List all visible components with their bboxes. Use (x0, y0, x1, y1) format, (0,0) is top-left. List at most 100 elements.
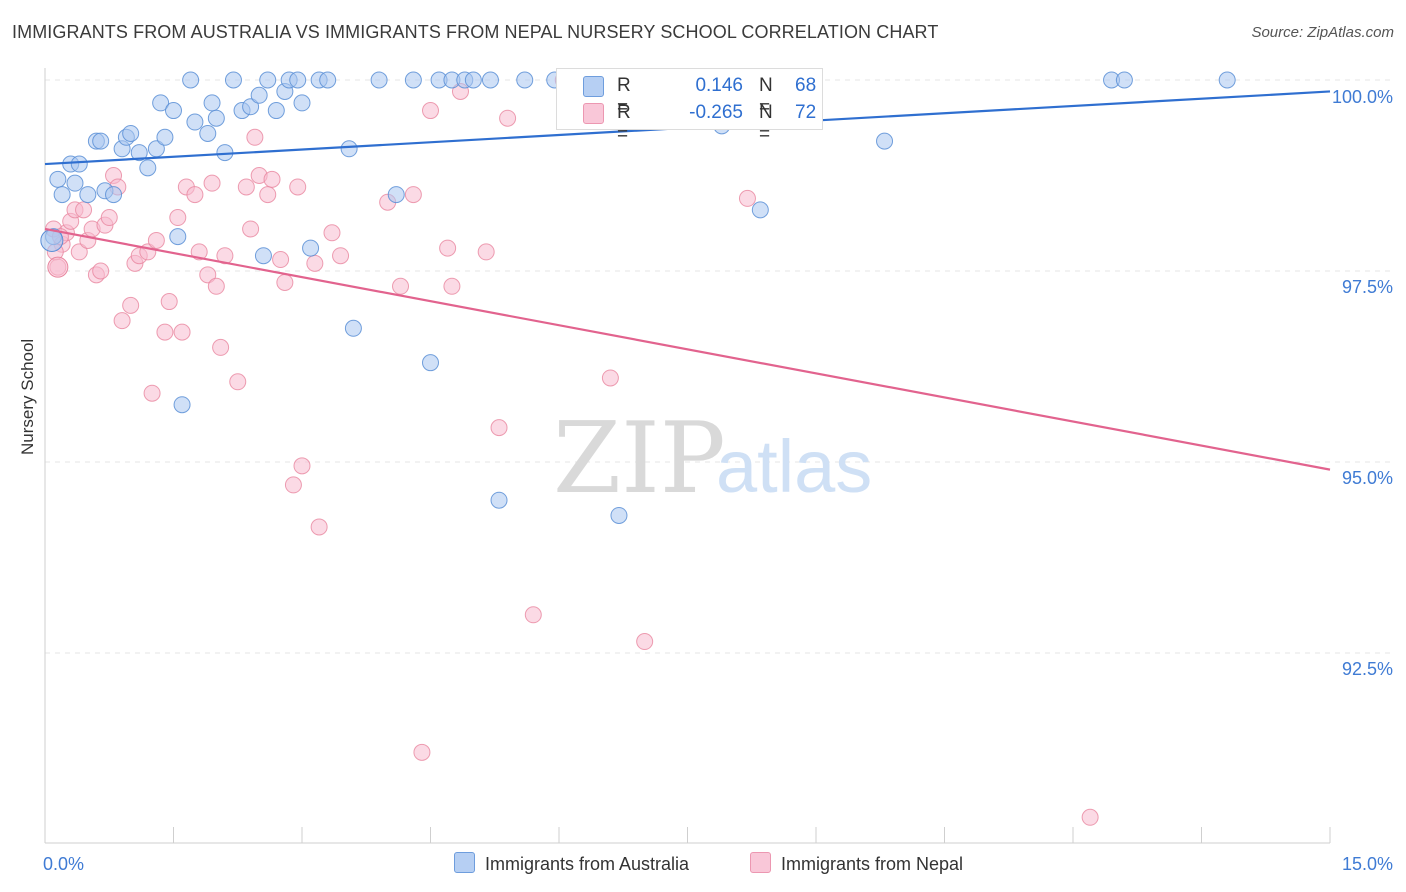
nepal-point (601, 369, 619, 387)
nepal-point (443, 277, 461, 295)
source-label: Source: ZipAtlas.com (1251, 24, 1394, 41)
nepal-point (263, 170, 281, 188)
x-tick-label: 15.0% (1342, 854, 1393, 874)
nepal-point (477, 243, 495, 261)
r-value: 0.146 (695, 75, 743, 96)
n-label: N = (759, 75, 773, 118)
nepal-point (404, 186, 422, 204)
australia-point (340, 140, 358, 158)
nepal-point (272, 251, 290, 269)
nepal-point (422, 102, 439, 120)
nepal-point (289, 178, 307, 196)
nepal-point (323, 224, 341, 242)
australia-point (92, 132, 110, 150)
australia-point (370, 71, 388, 89)
australia-point (1115, 71, 1133, 89)
r-value: -0.265 (689, 102, 743, 123)
nepal-point (524, 606, 542, 624)
australia-point (224, 71, 242, 89)
nepal-point (1081, 808, 1099, 826)
nepal-point (186, 186, 204, 204)
nepal-point (203, 174, 221, 192)
nepal-swatch (583, 103, 604, 124)
axes (44, 68, 1331, 844)
y-tick-label: 95.0% (1342, 468, 1393, 488)
australia-point (319, 71, 337, 89)
australia-point (464, 71, 482, 89)
nepal-point (147, 231, 165, 249)
x-tick-label: 0.0% (43, 854, 84, 874)
y-tick-label: 97.5% (1342, 277, 1393, 297)
australia-point (259, 71, 277, 89)
nepal-point (160, 293, 178, 311)
nepal-point (212, 338, 230, 356)
stats-legend: R = 0.146 N = 68 R = -0.265 N = 72 (556, 68, 823, 145)
australia-point (182, 71, 200, 89)
australia-point (173, 396, 191, 414)
nepal-point (190, 243, 208, 261)
australia-point (152, 94, 170, 112)
australia-point (122, 124, 140, 142)
australia-point (186, 113, 204, 131)
nepal-point (169, 209, 187, 227)
nepal-point (70, 243, 88, 261)
australia-point (289, 71, 307, 89)
australia-point (156, 128, 174, 146)
nepal-point (229, 373, 247, 391)
australia-legend-label: Immigrants from Australia (485, 854, 690, 874)
r-label: R = (617, 75, 631, 118)
australia-point (250, 86, 268, 104)
nepal-point (143, 384, 161, 402)
nepal-point (332, 247, 350, 265)
nepal-point (490, 419, 508, 437)
australia-point (199, 124, 217, 142)
australia-point (481, 71, 499, 89)
legend-item-australia: Immigrants from Australia (454, 852, 689, 875)
nepal-point (276, 273, 294, 291)
tick-labels: 100.0% 97.5% 95.0% 92.5% 0.0% 15.0% (43, 87, 1393, 874)
australia-point (267, 102, 285, 120)
australia-point (105, 186, 123, 204)
nepal-point (100, 209, 118, 227)
nepal-point (242, 220, 260, 238)
australia-point (70, 155, 88, 173)
y-tick-label: 100.0% (1332, 87, 1393, 107)
nepal-point (284, 476, 302, 494)
nepal-legend-label: Immigrants from Nepal (781, 854, 964, 874)
australia-point (207, 109, 225, 127)
legend-item-nepal: Immigrants from Nepal (750, 852, 963, 875)
nepal-point (113, 312, 131, 330)
australia-point (344, 319, 362, 337)
australia-point (203, 94, 221, 112)
nepal-point (293, 457, 311, 475)
australia-point (254, 247, 272, 265)
nepal-point (259, 186, 277, 204)
australia-point (79, 186, 97, 204)
nepal-point (439, 239, 457, 257)
nepal-trend-line (44, 227, 1331, 471)
australia-point (169, 228, 187, 246)
watermark-atlas: atlas (716, 425, 872, 508)
australia-point (242, 98, 260, 116)
nepal-point (92, 262, 110, 280)
nepal-point (310, 518, 328, 536)
r-label: R = (617, 102, 631, 145)
australia-point (490, 491, 508, 509)
nepal-point (738, 189, 756, 207)
nepal-point (246, 128, 264, 146)
australia-legend-swatch (454, 852, 475, 873)
nepal-point (173, 323, 191, 341)
australia-point (876, 132, 894, 150)
nepal-point (499, 109, 517, 127)
watermark: ZIP atlas (553, 402, 872, 516)
australia-point (610, 506, 628, 524)
australia-point (165, 102, 182, 120)
nepal-point (199, 266, 217, 284)
australia-point (302, 239, 320, 257)
australia-point (293, 94, 311, 112)
nepal-point (156, 323, 174, 341)
y-tick-label: 92.5% (1342, 659, 1393, 679)
watermark-zip: ZIP (553, 402, 726, 516)
australia-swatch (583, 76, 604, 97)
australia-point (516, 71, 534, 89)
